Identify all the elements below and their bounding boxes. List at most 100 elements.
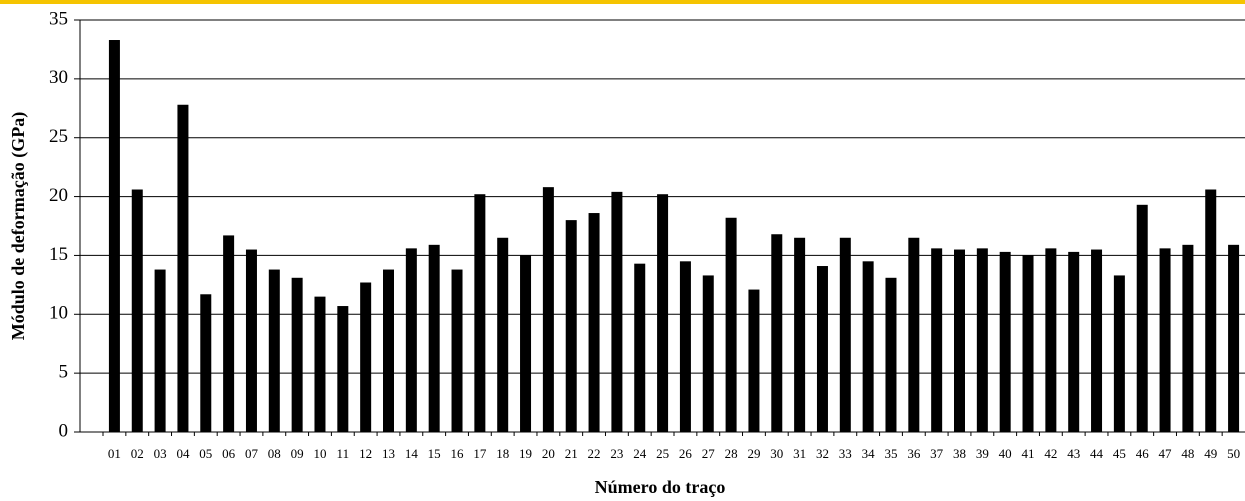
- x-tick-label: 44: [1090, 446, 1104, 461]
- bar: [1136, 204, 1148, 432]
- x-tick-label: 23: [610, 446, 623, 461]
- x-tick-label: 42: [1044, 446, 1057, 461]
- x-tick-label: 31: [793, 446, 806, 461]
- bar: [337, 306, 349, 432]
- bar: [976, 248, 988, 432]
- y-tick-label: 30: [49, 67, 68, 88]
- x-tick-label: 22: [588, 446, 601, 461]
- bar: [657, 194, 669, 432]
- x-tick-label: 01: [108, 446, 121, 461]
- bar: [154, 269, 166, 432]
- x-tick-label: 02: [131, 446, 144, 461]
- x-tick-label: 38: [953, 446, 966, 461]
- x-tick-label: 41: [1022, 446, 1035, 461]
- bar: [999, 251, 1011, 432]
- x-tick-label: 50: [1227, 446, 1240, 461]
- y-tick-label: 20: [49, 185, 68, 206]
- bar: [1159, 248, 1171, 432]
- x-tick-label: 36: [907, 446, 921, 461]
- bar: [954, 249, 965, 432]
- bar: [702, 275, 714, 432]
- bar: [565, 220, 577, 432]
- bar: [383, 269, 394, 432]
- top-stripe: [0, 0, 1245, 4]
- x-tick-label: 39: [976, 446, 989, 461]
- bar: [223, 235, 235, 432]
- x-tick-label: 11: [337, 446, 350, 461]
- bar: [200, 294, 212, 432]
- x-tick-label: 40: [999, 446, 1012, 461]
- x-tick-label: 17: [473, 446, 487, 461]
- bar: [291, 277, 303, 432]
- x-tick-label: 06: [222, 446, 236, 461]
- bar: [748, 289, 760, 432]
- x-tick-label: 47: [1159, 446, 1173, 461]
- bar: [108, 40, 120, 433]
- x-axis-title: Número do traço: [595, 477, 726, 497]
- bar: [611, 191, 623, 432]
- y-tick-label: 5: [59, 362, 69, 383]
- x-tick-label: 04: [176, 446, 190, 461]
- bar: [428, 244, 440, 432]
- bar: [1022, 255, 1034, 432]
- x-tick-label: 27: [702, 446, 716, 461]
- x-tick-label: 05: [199, 446, 212, 461]
- x-tick-label: 18: [496, 446, 509, 461]
- bar: [794, 237, 806, 432]
- bar: [862, 261, 874, 432]
- bar: [885, 277, 897, 432]
- x-tick-label: 30: [770, 446, 783, 461]
- x-tick-label: 19: [519, 446, 532, 461]
- x-tick-label: 33: [839, 446, 852, 461]
- x-tick-label: 08: [268, 446, 281, 461]
- bar: [1045, 248, 1057, 432]
- x-tick-label: 34: [862, 446, 876, 461]
- x-tick-label: 29: [747, 446, 760, 461]
- y-tick-label: 35: [49, 8, 68, 29]
- x-tick-label: 46: [1136, 446, 1150, 461]
- bar: [497, 237, 509, 432]
- bar: [451, 269, 463, 432]
- bar: [1182, 244, 1194, 432]
- bar: [177, 104, 189, 433]
- x-tick-label: 20: [542, 446, 555, 461]
- x-tick-label: 15: [428, 446, 441, 461]
- x-tick-label: 12: [359, 446, 372, 461]
- bar: [474, 194, 486, 432]
- x-tick-label: 21: [565, 446, 578, 461]
- bar: [1091, 249, 1103, 432]
- bar: [931, 248, 943, 432]
- x-tick-label: 14: [405, 446, 419, 461]
- x-tick-label: 07: [245, 446, 259, 461]
- x-tick-label: 24: [633, 446, 647, 461]
- bar: [245, 249, 257, 432]
- x-tick-label: 13: [382, 446, 395, 461]
- x-tick-label: 03: [154, 446, 167, 461]
- bar: [314, 296, 326, 432]
- y-axis-title: Módulo de deformação (GPa): [8, 112, 29, 340]
- x-tick-label: 45: [1113, 446, 1126, 461]
- bar: [542, 187, 554, 432]
- x-tick-label: 43: [1067, 446, 1080, 461]
- bar: [1205, 189, 1217, 432]
- y-tick-label: 10: [49, 303, 68, 324]
- bar: [268, 269, 280, 432]
- bar: [725, 217, 737, 432]
- y-tick-label: 15: [49, 244, 68, 265]
- x-tick-label: 37: [930, 446, 944, 461]
- x-tick-label: 09: [291, 446, 304, 461]
- x-tick-label: 35: [884, 446, 897, 461]
- bar: [1228, 244, 1240, 432]
- x-tick-label: 49: [1204, 446, 1217, 461]
- x-tick-label: 28: [725, 446, 738, 461]
- y-tick-label: 25: [49, 126, 68, 147]
- x-tick-label: 25: [656, 446, 669, 461]
- y-tick-label: 0: [59, 420, 69, 441]
- bar: [520, 255, 532, 432]
- bar: [131, 189, 143, 432]
- bar: [771, 234, 783, 432]
- bar: [588, 213, 600, 432]
- bar: [360, 282, 372, 432]
- bar: [679, 261, 691, 432]
- x-tick-label: 32: [816, 446, 829, 461]
